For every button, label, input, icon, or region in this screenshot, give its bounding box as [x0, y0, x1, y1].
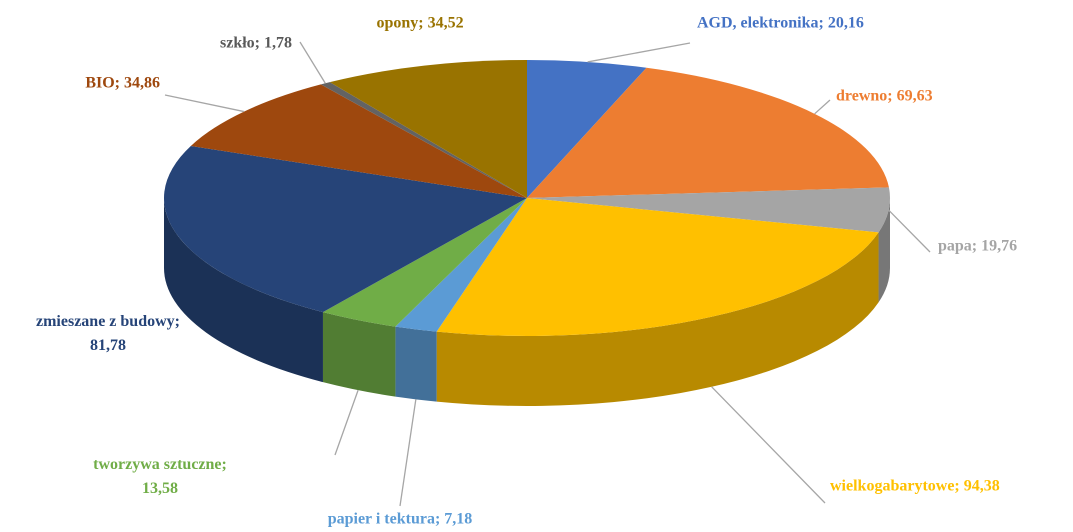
slice [329, 60, 527, 198]
leader-line [334, 389, 359, 456]
data-label: drewno; 69,63 [836, 88, 933, 105]
data-label: papier i tektura; 7,18 [328, 511, 473, 528]
slice [527, 187, 890, 233]
data-label: papa; 19,76 [938, 238, 1017, 255]
slice [436, 198, 879, 336]
label-line: 81,78 [90, 337, 126, 354]
slice [322, 198, 527, 327]
leader-line [299, 41, 326, 84]
leader-line [888, 209, 931, 253]
data-label: wielkogabarytowe; 94,38 [830, 478, 1000, 495]
data-label: tworzywa sztuczne; 13,58 [93, 456, 227, 497]
slice-side [163, 198, 323, 383]
slice [320, 82, 527, 198]
slice [527, 67, 889, 198]
data-label: AGD, elektronika; 20,16 [697, 15, 864, 32]
data-label: zmieszane z budowy; 81,78 [36, 313, 180, 354]
label-line: zmieszane z budowy; [36, 313, 180, 330]
slice-side [436, 232, 879, 406]
data-label: szkło; 1,78 [220, 35, 292, 52]
slice [395, 198, 527, 332]
slice-side [322, 312, 396, 397]
leader-line [587, 42, 691, 63]
leader-line [814, 99, 831, 115]
slice-side [878, 198, 890, 303]
label-line: tworzywa sztuczne; [93, 456, 227, 473]
slice [527, 60, 647, 198]
slice-side [395, 326, 437, 402]
leader-line [164, 94, 245, 113]
data-label: opony; 34,52 [376, 15, 463, 32]
label-line: 13,58 [142, 480, 178, 497]
slice [190, 84, 528, 198]
leader-line [399, 399, 417, 507]
slice [164, 145, 527, 313]
data-label: BIO; 34,86 [85, 75, 160, 92]
leader-line [711, 386, 826, 504]
